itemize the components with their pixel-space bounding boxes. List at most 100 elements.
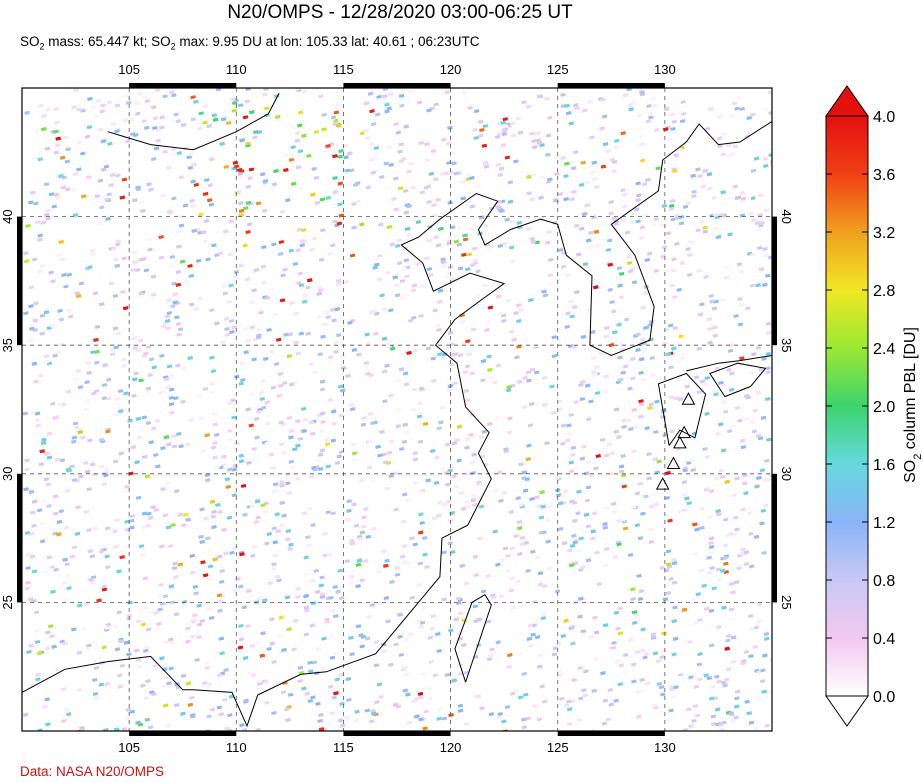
so2-pixel xyxy=(334,102,341,107)
so2-pixel xyxy=(38,462,45,467)
so2-pixel xyxy=(618,295,625,300)
so2-pixel xyxy=(484,328,490,333)
so2-pixel xyxy=(518,462,524,467)
so2-pixel xyxy=(634,491,641,496)
so2-pixel xyxy=(272,312,279,317)
so2-pixel xyxy=(48,270,54,275)
so2-pixel xyxy=(75,729,82,731)
lat-tick-label-right: 40 xyxy=(779,209,794,223)
so2-pixel xyxy=(638,357,645,362)
so2-pixel xyxy=(59,458,66,463)
so2-pixel xyxy=(232,275,238,280)
so2-pixel xyxy=(507,180,514,185)
so2-pixel xyxy=(206,198,213,203)
so2-pixel xyxy=(55,136,62,141)
so2-pixel xyxy=(691,189,697,194)
frame-bar-right xyxy=(772,216,777,346)
so2-pixel xyxy=(509,121,516,126)
so2-pixel xyxy=(616,519,622,524)
so2-pixel xyxy=(218,712,225,717)
so2-pixel xyxy=(169,600,176,605)
so2-pixel xyxy=(131,393,137,398)
so2-pixel xyxy=(98,437,105,442)
so2-pixel xyxy=(117,684,124,689)
so2-pixel xyxy=(369,109,375,114)
so2-pixel xyxy=(369,603,376,608)
so2-pixel xyxy=(363,128,369,133)
so2-pixel xyxy=(615,626,621,631)
so2-pixel xyxy=(91,472,97,477)
so2-pixel xyxy=(718,380,724,385)
so2-pixel xyxy=(424,343,430,348)
so2-pixel xyxy=(193,591,199,596)
so2-pixel xyxy=(433,235,439,240)
so2-pixel xyxy=(733,580,740,585)
so2-pixel xyxy=(141,415,148,420)
so2-pixel xyxy=(317,718,323,723)
so2-pixel xyxy=(568,563,575,568)
so2-pixel xyxy=(491,595,497,600)
so2-pixel xyxy=(472,258,479,263)
so2-pixel xyxy=(107,141,113,146)
so2-pixel xyxy=(329,655,336,660)
so2-pixel xyxy=(238,212,244,217)
so2-pixel xyxy=(728,711,735,716)
so2-pixel xyxy=(565,273,571,278)
so2-pixel xyxy=(270,466,276,471)
so2-pixel xyxy=(150,505,156,510)
so2-pixel xyxy=(372,265,378,270)
so2-pixel xyxy=(108,183,115,188)
so2-pixel xyxy=(238,453,245,458)
coastline-segment xyxy=(686,355,772,372)
so2-pixel xyxy=(733,715,739,720)
so2-pixel xyxy=(739,438,746,443)
so2-pixel xyxy=(373,700,380,705)
so2-pixel xyxy=(196,635,202,640)
so2-pixel xyxy=(755,283,761,288)
so2-pixel xyxy=(480,589,487,594)
so2-pixel xyxy=(573,400,580,405)
so2-pixel xyxy=(469,226,476,231)
so2-pixel xyxy=(95,98,102,103)
so2-pixel xyxy=(648,402,655,407)
so2-pixel xyxy=(646,452,652,457)
so2-pixel xyxy=(563,618,569,623)
so2-pixel xyxy=(75,294,82,299)
so2-pixel xyxy=(147,247,153,252)
so2-pixel xyxy=(723,409,729,414)
so2-pixel xyxy=(336,454,343,459)
so2-pixel xyxy=(426,108,432,113)
so2-pixel xyxy=(58,509,65,514)
so2-pixel xyxy=(224,477,231,482)
so2-pixel xyxy=(66,308,72,313)
so2-pixel xyxy=(232,588,239,593)
so2-pixel xyxy=(242,115,249,120)
so2-pixel xyxy=(631,620,638,625)
so2-pixel xyxy=(161,324,167,329)
so2-pixel xyxy=(271,182,278,187)
so2-pixel xyxy=(525,457,532,462)
so2-pixel xyxy=(24,110,30,115)
so2-pixel xyxy=(108,281,115,286)
so2-pixel xyxy=(403,561,410,566)
frame-bar-left xyxy=(17,473,22,603)
so2-pixel xyxy=(301,686,307,691)
so2-pixel xyxy=(560,264,567,269)
so2-pixel xyxy=(144,474,151,479)
so2-pixel xyxy=(563,174,569,179)
so2-pixel xyxy=(756,602,763,607)
so2-pixel xyxy=(309,431,316,436)
so2-pixel xyxy=(311,660,318,665)
so2-pixel xyxy=(498,594,505,599)
so2-pixel xyxy=(572,540,578,545)
so2-pixel xyxy=(479,435,485,440)
so2-pixel xyxy=(139,683,146,688)
so2-pixel xyxy=(539,490,545,495)
so2-pixel xyxy=(306,543,312,548)
so2-pixel xyxy=(507,199,514,204)
so2-pixel xyxy=(355,584,361,589)
so2-pixel xyxy=(122,94,129,99)
so2-pixel xyxy=(430,614,436,619)
so2-pixel xyxy=(260,378,267,383)
so2-pixel xyxy=(437,226,444,231)
